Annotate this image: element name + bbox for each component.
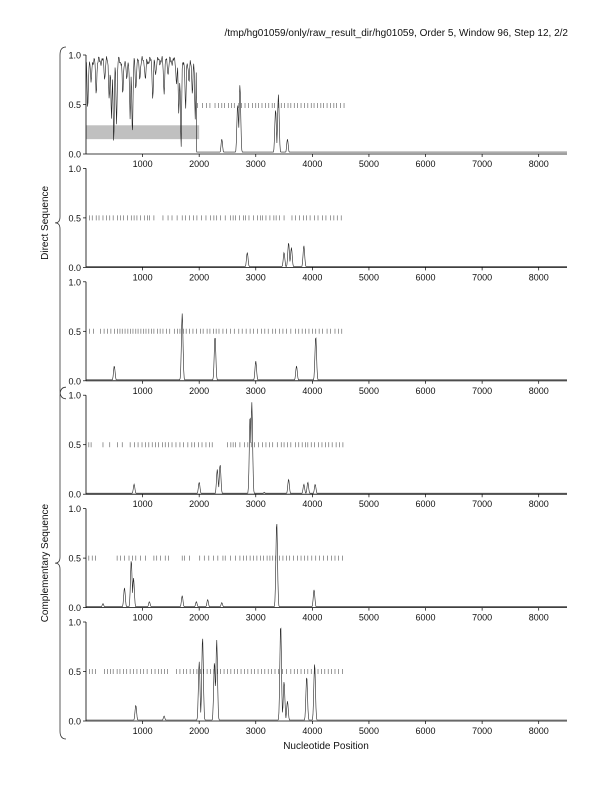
x-tick-label: 5000	[359, 159, 379, 169]
x-tick-label: 1000	[133, 159, 153, 169]
y-tick-label: 0.0	[68, 490, 81, 500]
series-line	[86, 523, 567, 607]
group-brace	[54, 46, 67, 400]
groups-layer: Direct Sequence Complementary Sequence	[40, 46, 67, 740]
x-tick-label: 2000	[189, 499, 209, 509]
group-label: Direct Sequence	[40, 185, 51, 259]
y-tick-label: 0.0	[68, 603, 81, 613]
y-tick-label: 1.0	[68, 618, 81, 628]
x-tick-label: 8000	[529, 386, 549, 396]
series-line	[86, 402, 567, 494]
panel-frame-3: 0.0 0.5 1.0 1000 2000 3000 4000 5000 6000 7000 800…	[68, 277, 567, 396]
y-tick-label: 0.5	[68, 440, 81, 450]
group-0: Direct Sequence	[40, 46, 67, 400]
x-tick-label: 1000	[133, 499, 153, 509]
series-line	[86, 627, 567, 721]
x-tick-label: 4000	[302, 159, 322, 169]
y-tick-label: 1.0	[68, 504, 81, 514]
y-tick-label: 0.5	[68, 554, 81, 564]
y-tick-label: 0.5	[68, 667, 81, 677]
series-line	[86, 243, 567, 267]
y-tick-label: 1.0	[68, 164, 81, 174]
x-tick-label: 4000	[302, 272, 322, 282]
y-tick-label: 0.0	[68, 717, 81, 727]
x-axis-label: Nucleotide Position	[283, 741, 369, 752]
x-tick-label: 2000	[189, 159, 209, 169]
x-tick-label: 2000	[189, 386, 209, 396]
y-tick-label: 1.0	[68, 51, 81, 61]
x-tick-label: 8000	[529, 726, 549, 736]
x-tick-label: 1000	[133, 272, 153, 282]
x-tick-label: 3000	[246, 613, 266, 623]
x-tick-label: 5000	[359, 499, 379, 509]
x-tick-label: 4000	[302, 499, 322, 509]
x-tick-label: 5000	[359, 386, 379, 396]
x-tick-label: 6000	[416, 499, 436, 509]
series-line	[85, 56, 567, 153]
x-tick-label: 7000	[472, 386, 492, 396]
x-tick-label: 3000	[246, 386, 266, 396]
header-title: /tmp/hg01059/only/raw_result_dir/hg01059…	[224, 28, 568, 39]
panel-frame-1: 0.0 0.5 1.0 1000 2000 3000 4000 5000 6000 7000 800…	[68, 51, 567, 169]
y-tick-label: 0.0	[68, 150, 81, 160]
group-label: Complementary Sequence	[40, 503, 51, 622]
x-tick-label: 7000	[472, 499, 492, 509]
x-tick-label: 2000	[189, 613, 209, 623]
highlight-band	[86, 125, 200, 140]
x-tick-label: 2000	[189, 272, 209, 282]
x-tick-label: 2000	[189, 726, 209, 736]
x-tick-label: 5000	[359, 726, 379, 736]
x-tick-label: 8000	[529, 499, 549, 509]
x-tick-label: 7000	[472, 159, 492, 169]
series-line	[86, 313, 567, 381]
x-tick-label: 7000	[472, 613, 492, 623]
x-tick-label: 1000	[133, 613, 153, 623]
x-tick-label: 1000	[133, 726, 153, 736]
x-tick-label: 7000	[472, 726, 492, 736]
panel-frame-4: 0.0 0.5 1.0 1000 2000 3000 4000 5000 6000 7000 800…	[68, 391, 567, 509]
x-tick-label: 8000	[529, 613, 549, 623]
x-tick-label: 6000	[416, 159, 436, 169]
x-tick-label: 4000	[302, 613, 322, 623]
y-tick-label: 1.0	[68, 391, 81, 401]
x-tick-label: 6000	[416, 272, 436, 282]
y-tick-label: 0.0	[68, 376, 81, 386]
x-tick-label: 6000	[416, 613, 436, 623]
x-tick-label: 3000	[246, 159, 266, 169]
y-tick-label: 0.0	[68, 263, 81, 273]
y-tick-label: 0.5	[68, 213, 81, 223]
panel-frame-5: 0.0 0.5 1.0 1000 2000 3000 4000 5000 6000 7000 800…	[68, 504, 567, 623]
x-tick-label: 3000	[246, 499, 266, 509]
panel-frame-2: 0.0 0.5 1.0 1000 2000 3000 4000 5000 6000 7000 800…	[68, 164, 567, 282]
x-tick-label: 7000	[472, 272, 492, 282]
y-tick-label: 1.0	[68, 277, 81, 287]
x-tick-label: 8000	[529, 159, 549, 169]
group-1: Complementary Sequence	[40, 386, 67, 740]
x-tick-label: 1000	[133, 386, 153, 396]
panels-layer: 0.0 0.5 1.0 1000 2000 3000 4000 5000 6000 7000 800…	[68, 51, 567, 736]
x-tick-label: 8000	[529, 272, 549, 282]
x-tick-label: 5000	[359, 613, 379, 623]
x-tick-label: 5000	[359, 272, 379, 282]
x-tick-label: 4000	[302, 726, 322, 736]
panel-frame-6: 0.0 0.5 1.0 1000 2000 3000 4000 5000 6000 7000 800…	[68, 618, 567, 736]
y-tick-label: 0.5	[68, 327, 81, 337]
x-tick-label: 3000	[246, 726, 266, 736]
x-tick-label: 3000	[246, 272, 266, 282]
group-brace	[54, 386, 67, 740]
x-tick-label: 6000	[416, 726, 436, 736]
x-tick-label: 6000	[416, 386, 436, 396]
x-tick-label: 4000	[302, 386, 322, 396]
y-tick-label: 0.5	[68, 100, 81, 110]
